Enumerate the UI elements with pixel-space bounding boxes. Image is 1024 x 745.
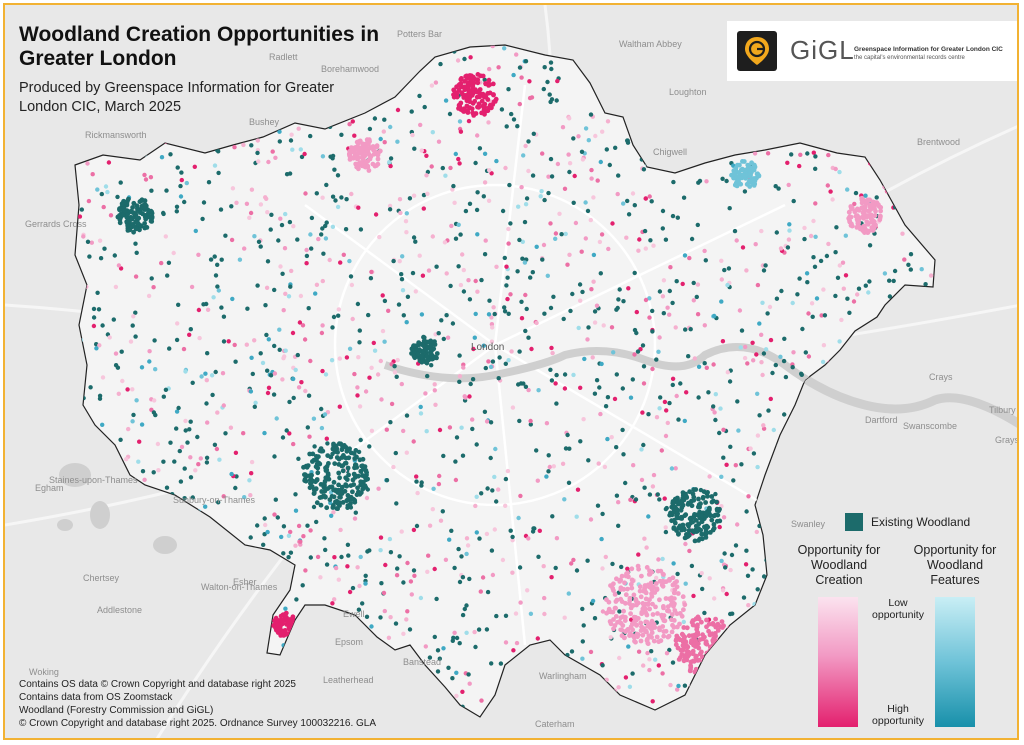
map-frame: Waltham Abbey Potters Bar Radlett Borehamwo… (3, 3, 1019, 740)
place-label: Dartford (865, 415, 898, 425)
place-label: Loughton (669, 87, 707, 97)
place-label: Staines-upon-Thames (49, 475, 138, 485)
place-label: Grays (995, 435, 1019, 445)
place-label: Radlett (269, 52, 298, 62)
place-label: Tilbury (989, 405, 1016, 415)
place-label: Banstead (403, 657, 441, 667)
map-title: Woodland Creation Opportunities in Great… (19, 23, 380, 70)
place-label: Borehamwood (321, 64, 379, 74)
legend-woodland-label: Existing Woodland (871, 515, 971, 529)
place-label: Addlestone (97, 605, 142, 615)
place-label: Crays (929, 372, 953, 382)
background-lakes (57, 463, 177, 554)
place-label: Swanscombe (903, 421, 957, 431)
place-label: Waltham Abbey (619, 39, 682, 49)
legend-high-label: High opportunity (872, 703, 924, 727)
credit-line-1: Contains OS data © Crown Copyright and d… (19, 679, 296, 690)
credit-line-4: © Crown Copyright and database right 202… (19, 718, 377, 729)
place-label: Chertsey (83, 573, 120, 583)
place-labels: Waltham Abbey Potters Bar Radlett Borehamwo… (25, 29, 1019, 729)
map-subtitle: Produced by Greenspace Information for G… (19, 80, 335, 115)
place-label: Walton-on-Thames (201, 582, 278, 592)
place-label: Leatherhead (323, 675, 374, 685)
legend-creation-title: Opportunity for Woodland Creation (797, 543, 881, 587)
gigl-tagline-sub: the capital's environmental records cent… (854, 55, 965, 61)
place-label: Caterham (535, 719, 575, 729)
place-label: Ewell (343, 609, 365, 619)
place-label: Potters Bar (397, 29, 442, 39)
place-label: Rickmansworth (85, 130, 147, 140)
map-canvas: Waltham Abbey Potters Bar Radlett Borehamwo… (5, 5, 1019, 738)
place-label: Brentwood (917, 137, 960, 147)
credit-line-3: Woodland (Forestry Commission and GiGL) (19, 705, 214, 716)
place-label: Esher (233, 577, 257, 587)
creation-gradient-bar (818, 597, 858, 727)
gigl-wordmark: GiGL (790, 35, 855, 65)
woodland-swatch (845, 513, 863, 531)
place-label: Egham (35, 483, 64, 493)
place-label-london: London (471, 342, 504, 353)
credit-line-2: Contains data from OS Zoomstack (19, 692, 173, 703)
features-gradient-bar (935, 597, 975, 727)
legend-features-title: Opportunity for Woodland Features (913, 543, 997, 587)
place-label: Swanley (791, 519, 826, 529)
place-label: Woking (29, 667, 59, 677)
greater-london-boundary (74, 44, 936, 718)
place-label: Warlingham (539, 671, 587, 681)
place-label: Gerrards Cross (25, 219, 87, 229)
place-label: Bushey (249, 117, 280, 127)
place-label: Chigwell (653, 147, 687, 157)
legend-low-label: Low opportunity (872, 597, 924, 621)
gigl-logo: GiGL Greenspace Information for Greater … (727, 21, 1017, 81)
gigl-g-logo-icon (737, 31, 777, 71)
place-label: Sunbury-on-Thames (173, 495, 256, 505)
gigl-tagline: Greenspace Information for Greater Londo… (854, 46, 1003, 53)
place-label: Epsom (335, 637, 363, 647)
